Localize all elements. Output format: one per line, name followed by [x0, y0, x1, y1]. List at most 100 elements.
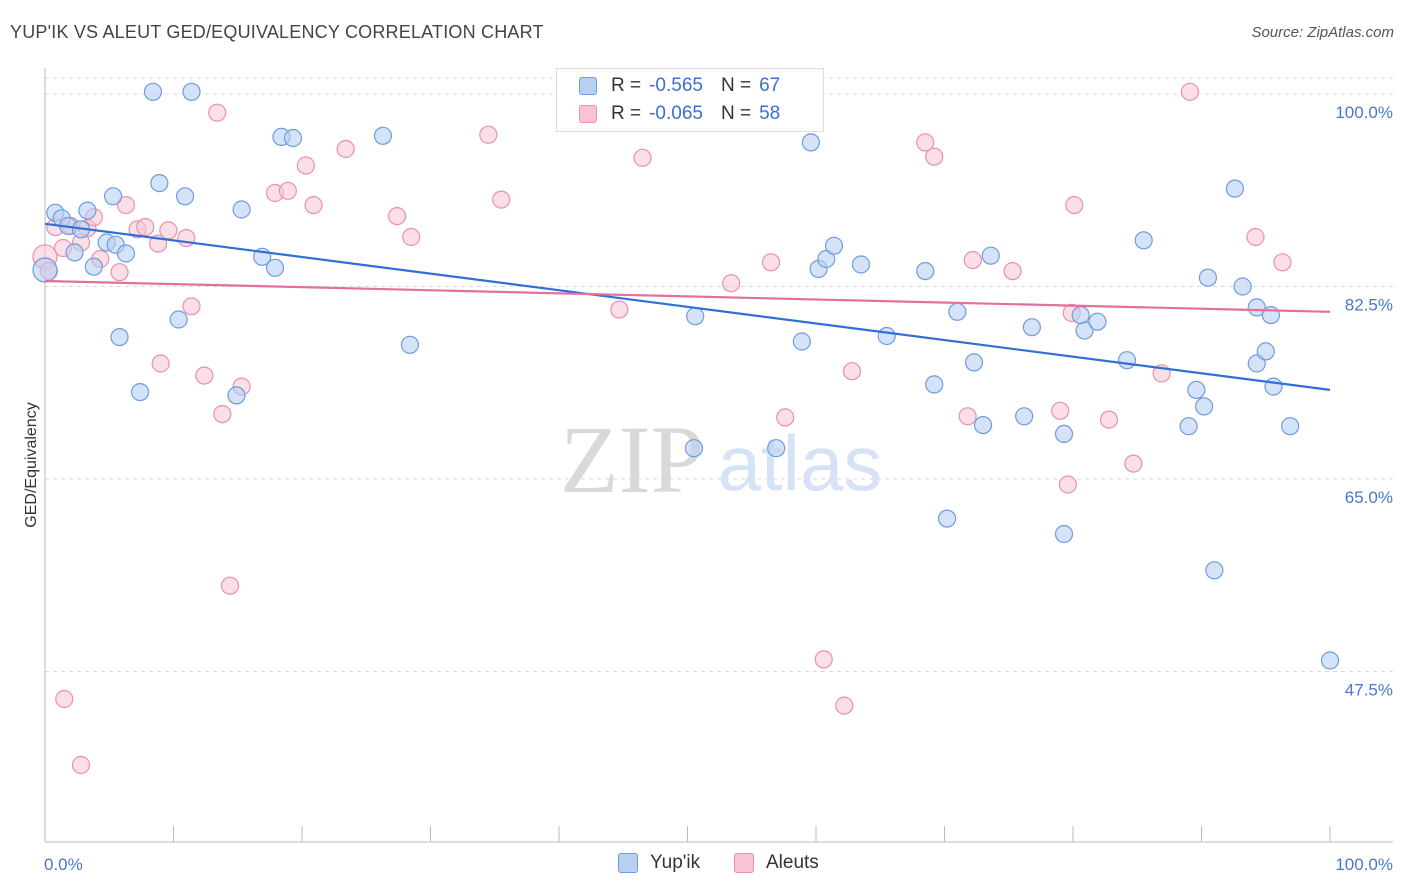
yupik-point: [150, 174, 169, 193]
yupik-point: [1187, 380, 1206, 399]
yupik-point: [1247, 354, 1266, 373]
series-legend: Yup'ik Aleuts: [0, 852, 1406, 878]
trend-lines: [44, 222, 1331, 391]
legend-swatch-aleuts: [579, 105, 597, 123]
aleuts-point: [208, 103, 227, 122]
yupik-point: [1054, 424, 1074, 443]
legend-row-aleuts: R = -0.065 N = 58: [579, 101, 780, 127]
yupik-point: [373, 126, 393, 145]
aleuts-point: [1180, 82, 1200, 101]
axes: [44, 68, 1393, 843]
y-tick-label: 47.5%: [1345, 681, 1393, 700]
watermark: ZIP atlas: [560, 406, 882, 513]
yupik-point: [116, 244, 136, 263]
aleuts-point: [195, 366, 214, 385]
yupik-point: [767, 439, 786, 458]
yupik-point: [182, 82, 201, 101]
yupik-point: [283, 128, 303, 148]
yupik-point: [32, 257, 58, 283]
legend-r-label: R =: [611, 75, 642, 96]
aleuts-point: [761, 253, 781, 272]
yupik-point: [916, 262, 935, 281]
y-tick-label: 100.0%: [1335, 103, 1393, 122]
aleuts-point: [220, 576, 240, 595]
aleuts-point: [633, 148, 652, 167]
yupik-point: [877, 326, 896, 346]
yupik-point: [937, 509, 957, 528]
aleuts-point: [1051, 401, 1070, 420]
yupik-point: [1281, 417, 1300, 436]
aleuts-point: [213, 405, 232, 424]
legend-n-value: 58: [759, 103, 781, 124]
series-swatch-yupik: [618, 853, 638, 873]
legend-row-yupik: R = -0.565 N = 67: [579, 73, 780, 99]
legend-r-label: R =: [611, 103, 642, 124]
aleuts-point: [1065, 196, 1084, 215]
aleuts-point: [151, 354, 170, 373]
yupik-point: [824, 236, 844, 255]
yupik-point: [964, 353, 984, 372]
yupik-point: [801, 133, 820, 152]
y-tick-label: 82.5%: [1345, 296, 1393, 315]
yupik-point: [948, 302, 967, 321]
aleuts-point: [1246, 227, 1265, 247]
yupik-point: [1194, 397, 1214, 416]
series-swatch-aleuts: [734, 853, 754, 873]
aleuts-point: [71, 755, 91, 775]
yupik-point: [104, 187, 123, 206]
aleuts-point: [479, 125, 498, 144]
aleuts-point: [722, 274, 741, 293]
aleuts-point: [925, 147, 944, 166]
aleuts-point: [136, 218, 155, 237]
yupik-point: [792, 332, 811, 351]
aleuts-point: [110, 263, 129, 282]
yupik-point: [981, 246, 1000, 265]
aleuts-point: [610, 300, 629, 319]
y-tick-label: 65.0%: [1345, 488, 1393, 507]
chart-title: YUP'IK VS ALEUT GED/EQUIVALENCY CORRELAT…: [10, 22, 544, 42]
yupik-point: [84, 257, 103, 276]
legend-swatch-yupik: [579, 77, 597, 95]
yupik-point: [175, 187, 195, 206]
yupik-point: [1134, 231, 1153, 250]
yupik-point: [1198, 268, 1218, 287]
aleuts-point: [963, 251, 982, 270]
yupik-point: [1179, 417, 1198, 436]
aleuts-point: [492, 190, 511, 209]
aleuts-point: [387, 207, 407, 226]
yupik-point: [1088, 312, 1107, 331]
aleuts-point: [814, 650, 833, 669]
yupik-point: [130, 383, 150, 402]
yupik-point: [400, 335, 420, 354]
yupik-point: [684, 439, 704, 458]
yupik-point: [232, 200, 251, 219]
series-legend-aleuts: Aleuts: [734, 852, 819, 874]
aleuts-point: [958, 407, 977, 426]
series-legend-yupik: Yup'ik: [618, 852, 700, 874]
yupik-point: [265, 258, 285, 277]
series-label-yupik: Yup'ik: [650, 852, 701, 873]
yupik-points: [32, 82, 1340, 670]
yupik-point: [1264, 377, 1283, 396]
aleuts-point: [182, 297, 201, 316]
yupik-point: [973, 416, 993, 435]
yupik-point: [851, 255, 871, 274]
aleuts-trend-line: [44, 279, 1331, 313]
yupik-point: [686, 307, 705, 326]
aleuts-point: [842, 362, 862, 381]
yupik-point: [169, 310, 188, 329]
yupik-point: [65, 243, 84, 262]
legend-n-label: N =: [720, 75, 752, 96]
yupik-point: [1225, 179, 1245, 198]
yupik-point: [1320, 651, 1340, 670]
tick-labels: 100.0% 82.5% 65.0% 47.5% 0.0% 100.0%: [44, 103, 1393, 874]
aleuts-point: [336, 139, 355, 159]
aleuts-point: [1273, 253, 1292, 272]
x-tick-label: 100.0%: [1335, 855, 1393, 874]
y-axis-label: GED/Equivalency: [23, 402, 40, 527]
aleuts-point: [116, 196, 136, 215]
yupik-point: [1022, 318, 1041, 337]
aleuts-point: [177, 229, 196, 248]
source-label: Source: ZipAtlas.com: [1251, 24, 1394, 41]
watermark-atlas: atlas: [718, 419, 883, 507]
